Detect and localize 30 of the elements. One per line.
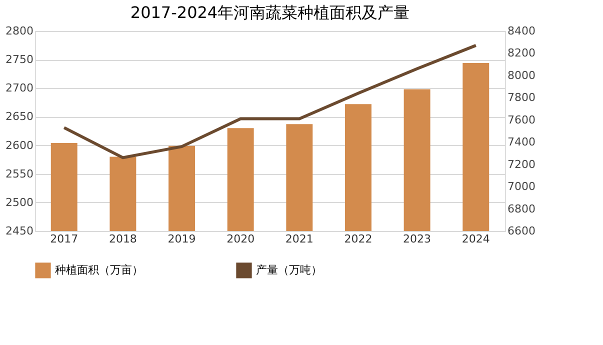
y2-tick-label: 7400 — [508, 136, 536, 149]
y-tick-label: 2500 — [6, 196, 34, 209]
x-tick-label: 2017 — [50, 232, 78, 246]
x-tick-label: 2021 — [285, 232, 314, 246]
x-tick-label: 2024 — [462, 232, 490, 246]
y-tick-label: 2750 — [6, 53, 34, 66]
x-tick-label: 2023 — [403, 232, 432, 246]
legend-label: 产量（万吨） — [256, 263, 322, 276]
line-series — [62, 44, 478, 160]
y-tick-label: 2700 — [6, 82, 34, 95]
y-tick-label: 2550 — [6, 167, 34, 180]
y2-tick-label: 7000 — [508, 180, 536, 194]
y2-tick-label: 8200 — [508, 46, 536, 60]
chart-title: 2017-2024年河南蔬菜种植面积及产量 — [130, 3, 410, 22]
x-tick-label: 2022 — [344, 232, 372, 246]
y2-tick-label: 8000 — [508, 68, 536, 82]
y2-tick-label: 8400 — [508, 24, 536, 38]
y2-tick-label: 6800 — [508, 202, 536, 216]
x-tick-label: 2018 — [108, 232, 137, 246]
y-tick-label: 2450 — [6, 224, 34, 238]
x-tick-label: 2019 — [168, 232, 196, 246]
y2-tick-label: 7800 — [508, 91, 536, 104]
x-tick-label: 2020 — [226, 232, 255, 246]
y-tick-label: 2800 — [6, 24, 34, 38]
y-tick-label: 2650 — [6, 110, 34, 124]
y2-tick-label: 6600 — [508, 224, 536, 238]
legend-label: 种植面积（万亩） — [55, 263, 143, 276]
y2-tick-label: 7600 — [508, 113, 536, 126]
y-tick-label: 2600 — [6, 138, 34, 152]
y2-tick-label: 7200 — [508, 158, 536, 171]
